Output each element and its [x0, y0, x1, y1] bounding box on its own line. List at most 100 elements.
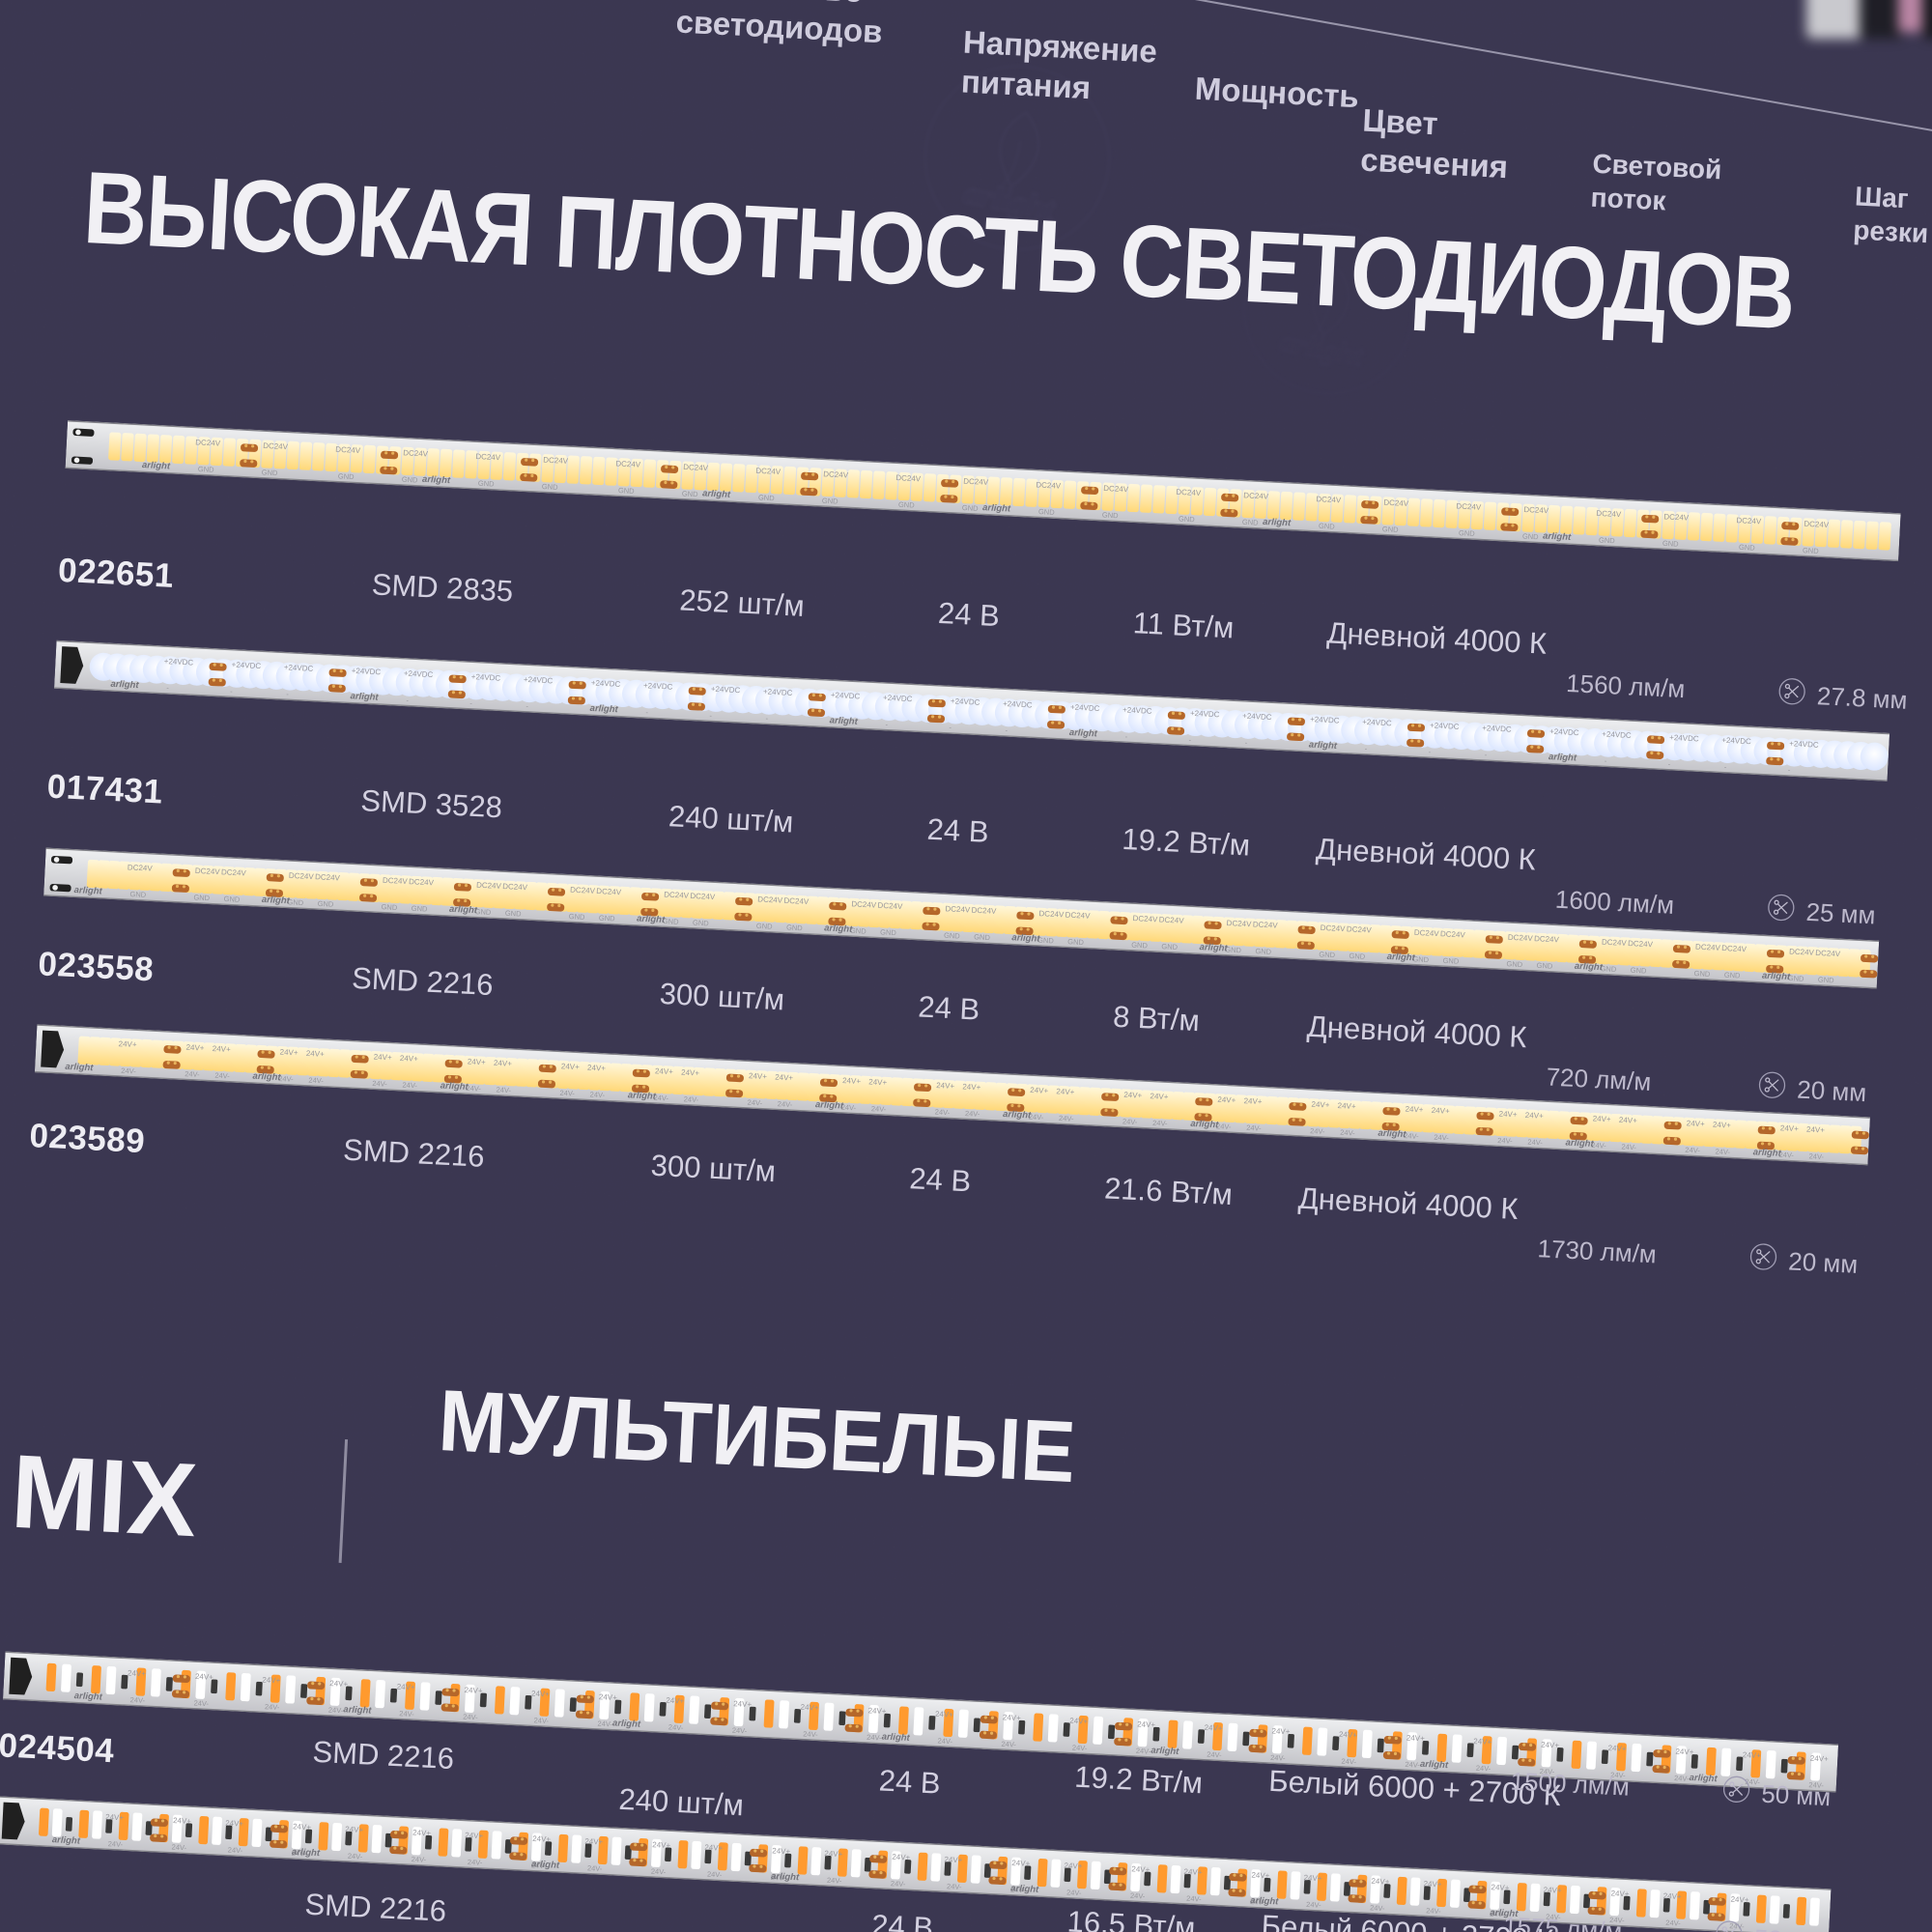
svg-text:GND: GND — [542, 482, 559, 492]
svg-text:GND: GND — [962, 503, 980, 513]
svg-text:GND: GND — [338, 472, 355, 482]
svg-text:DC24V: DC24V — [1456, 502, 1482, 512]
svg-text:24V+: 24V+ — [1743, 1750, 1762, 1760]
svg-text:24V+: 24V+ — [396, 1683, 415, 1692]
svg-text:DC24V: DC24V — [263, 441, 289, 451]
svg-text:arlight: arlight — [343, 1705, 372, 1717]
svg-text:24V-: 24V- — [1476, 1764, 1492, 1774]
svg-text:24V-: 24V- — [463, 1713, 478, 1722]
svg-text:arlight: arlight — [422, 474, 451, 486]
svg-text:arlight: arlight — [142, 460, 171, 471]
svg-text:GND: GND — [682, 490, 699, 499]
svg-text:arlight: arlight — [702, 489, 731, 500]
svg-text:24V-: 24V- — [803, 1730, 818, 1740]
svg-text:GND: GND — [1242, 518, 1260, 527]
svg-text:GND: GND — [758, 494, 776, 503]
svg-text:DC24V: DC24V — [615, 460, 641, 469]
svg-text:DC24V: DC24V — [1176, 488, 1202, 497]
svg-text:GND: GND — [1599, 536, 1616, 546]
svg-text:24V+: 24V+ — [1003, 1714, 1022, 1723]
svg-text:DC24V: DC24V — [963, 477, 989, 487]
svg-text:DC24V: DC24V — [1243, 492, 1269, 501]
svg-text:GND: GND — [1522, 532, 1540, 542]
svg-text:24V-: 24V- — [328, 1706, 344, 1716]
svg-text:GND: GND — [478, 479, 496, 489]
svg-text:arlight: arlight — [612, 1719, 641, 1730]
svg-text:DC24V: DC24V — [1103, 484, 1129, 494]
svg-text:DC24V: DC24V — [823, 470, 849, 480]
svg-text:24V-: 24V- — [1674, 1774, 1690, 1783]
svg-text:DC24V: DC24V — [895, 473, 922, 483]
svg-text:24V+: 24V+ — [128, 1669, 147, 1679]
svg-text:24V-: 24V- — [732, 1726, 748, 1736]
svg-text:DC24V: DC24V — [1663, 513, 1690, 523]
svg-text:GND: GND — [1382, 525, 1400, 534]
svg-text:arlight: arlight — [1420, 1759, 1449, 1771]
svg-text:24V+: 24V+ — [733, 1699, 753, 1709]
svg-text:24V+: 24V+ — [800, 1703, 819, 1713]
svg-text:24V-: 24V- — [129, 1695, 145, 1705]
svg-text:24V-: 24V- — [533, 1717, 549, 1726]
svg-text:24V-: 24V- — [1405, 1760, 1420, 1770]
svg-text:24V+: 24V+ — [1607, 1744, 1627, 1753]
svg-text:24V+: 24V+ — [1271, 1727, 1291, 1737]
svg-text:arlight: arlight — [1543, 531, 1572, 543]
svg-text:24V-: 24V- — [1001, 1740, 1016, 1749]
svg-text:GND: GND — [262, 469, 279, 478]
svg-text:arlight: arlight — [1263, 517, 1292, 528]
svg-text:24V+: 24V+ — [867, 1707, 887, 1717]
svg-text:24V+: 24V+ — [1541, 1741, 1560, 1750]
svg-text:24V-: 24V- — [1341, 1757, 1356, 1767]
svg-text:24V+: 24V+ — [262, 1676, 281, 1686]
svg-text:DC24V: DC24V — [1316, 495, 1342, 504]
svg-text:24V-: 24V- — [193, 1699, 209, 1709]
svg-text:DC24V: DC24V — [335, 445, 361, 455]
svg-text:24V-: 24V- — [597, 1719, 612, 1729]
svg-text:arlight: arlight — [1151, 1746, 1179, 1757]
svg-text:GND: GND — [1459, 528, 1476, 538]
svg-text:arlight: arlight — [73, 1690, 102, 1702]
svg-text:24V+: 24V+ — [1810, 1754, 1830, 1764]
svg-text:DC24V: DC24V — [543, 456, 569, 466]
svg-text:GND: GND — [822, 497, 839, 506]
svg-text:GND: GND — [1739, 543, 1756, 553]
svg-text:DC24V: DC24V — [755, 467, 781, 476]
svg-text:DC24V: DC24V — [475, 452, 501, 462]
svg-text:arlight: arlight — [881, 1732, 910, 1744]
svg-text:GND: GND — [618, 486, 636, 496]
svg-text:GND: GND — [1038, 507, 1056, 517]
svg-text:DC24V: DC24V — [683, 463, 709, 472]
svg-text:24V+: 24V+ — [464, 1686, 483, 1695]
svg-text:24V+: 24V+ — [1137, 1720, 1156, 1730]
svg-text:24V-: 24V- — [265, 1702, 280, 1712]
svg-text:24V-: 24V- — [1072, 1744, 1088, 1753]
svg-text:24V+: 24V+ — [599, 1692, 618, 1702]
svg-text:GND: GND — [1102, 511, 1120, 521]
svg-text:GND: GND — [402, 475, 419, 485]
svg-text:24V-: 24V- — [937, 1737, 952, 1747]
svg-text:24V-: 24V- — [1136, 1747, 1151, 1756]
svg-text:24V-: 24V- — [668, 1723, 684, 1733]
svg-text:GND: GND — [1662, 539, 1680, 549]
svg-text:arlight: arlight — [1689, 1773, 1718, 1784]
svg-text:GND: GND — [1179, 515, 1196, 525]
svg-text:24V+: 24V+ — [1339, 1730, 1358, 1740]
svg-text:DC24V: DC24V — [1383, 498, 1409, 508]
svg-text:GND: GND — [898, 500, 916, 510]
svg-text:DC24V: DC24V — [1736, 516, 1762, 526]
svg-text:24V-: 24V- — [399, 1709, 414, 1719]
svg-text:GND: GND — [1319, 522, 1336, 531]
svg-text:DC24V: DC24V — [1523, 505, 1549, 515]
svg-text:24V+: 24V+ — [666, 1696, 685, 1706]
svg-text:24V+: 24V+ — [195, 1672, 214, 1682]
svg-text:DC24V: DC24V — [1036, 481, 1062, 491]
svg-text:GND: GND — [198, 465, 215, 474]
svg-text:24V+: 24V+ — [1473, 1737, 1492, 1747]
svg-text:24V+: 24V+ — [1069, 1717, 1089, 1726]
svg-text:24V+: 24V+ — [935, 1710, 954, 1719]
svg-text:DC24V: DC24V — [1596, 509, 1622, 519]
svg-text:GND: GND — [1803, 546, 1820, 555]
svg-text:DC24V: DC24V — [1804, 520, 1830, 529]
svg-text:DC24V: DC24V — [403, 449, 429, 459]
svg-text:24V+: 24V+ — [329, 1679, 349, 1689]
